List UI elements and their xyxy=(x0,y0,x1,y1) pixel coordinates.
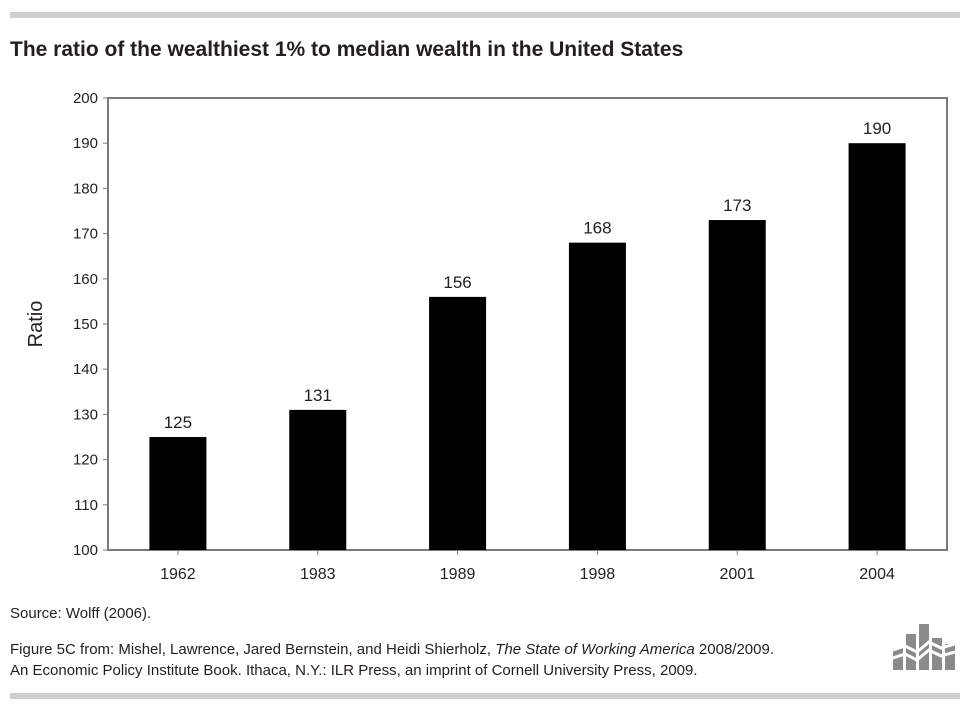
chart-title: The ratio of the wealthiest 1% to median… xyxy=(10,38,684,61)
y-tick-label: 200 xyxy=(73,90,98,107)
x-tick-label-2001: 2001 xyxy=(719,566,755,583)
x-tick-label-1962: 1962 xyxy=(160,566,196,583)
y-tick-label: 120 xyxy=(73,452,98,469)
epi-logo-icon xyxy=(893,624,955,670)
y-tick-label: 100 xyxy=(73,542,98,559)
credit-line-2: An Economic Policy Institute Book. Ithac… xyxy=(10,662,698,679)
y-tick-label: 140 xyxy=(73,361,98,378)
source-note: Source: Wolff (2006). xyxy=(10,605,152,622)
bar-2001 xyxy=(708,220,766,551)
bar-1989 xyxy=(429,296,487,550)
y-tick-label: 150 xyxy=(73,316,98,333)
plot-frame xyxy=(107,97,948,551)
credit-suffix: 2008/2009. xyxy=(694,641,775,658)
x-tick-label-1998: 1998 xyxy=(580,566,616,583)
y-tick-label: 110 xyxy=(74,497,98,514)
bar-2004 xyxy=(848,143,906,550)
credit-prefix: Figure 5C from: Mishel, Lawrence, Jared … xyxy=(10,641,496,658)
bar-1998 xyxy=(568,242,626,550)
data-label-2001: 173 xyxy=(723,196,751,215)
y-tick-label: 180 xyxy=(73,180,98,197)
data-label-1998: 168 xyxy=(583,219,611,238)
y-tick-label: 170 xyxy=(73,226,98,243)
data-label-1983: 131 xyxy=(304,386,332,405)
data-label-1989: 156 xyxy=(443,273,471,292)
x-tick-label-1983: 1983 xyxy=(300,566,336,583)
y-tick-label: 130 xyxy=(73,406,98,423)
figure-credit: Figure 5C from: Mishel, Lawrence, Jared … xyxy=(10,639,774,681)
y-tick-label: 160 xyxy=(73,271,98,288)
top-divider xyxy=(10,12,960,18)
bar-1962 xyxy=(149,437,207,550)
bar-chart: 100 110 120 130 140 150 160 170 180 190 200 Ratio 12… xyxy=(25,90,948,583)
x-tick-label-2004: 2004 xyxy=(859,566,895,583)
credit-book-title: The State of Working America xyxy=(495,641,695,658)
credit-line-1: Figure 5C from: Mishel, Lawrence, Jared … xyxy=(10,639,774,660)
y-tick-label: 190 xyxy=(73,135,98,152)
data-label-2004: 190 xyxy=(863,119,891,138)
x-tick-label-1989: 1989 xyxy=(440,566,476,583)
data-label-1962: 125 xyxy=(164,413,192,432)
bottom-divider xyxy=(10,693,960,699)
y-axis-label: Ratio xyxy=(25,301,47,348)
bar-1983 xyxy=(289,409,347,550)
